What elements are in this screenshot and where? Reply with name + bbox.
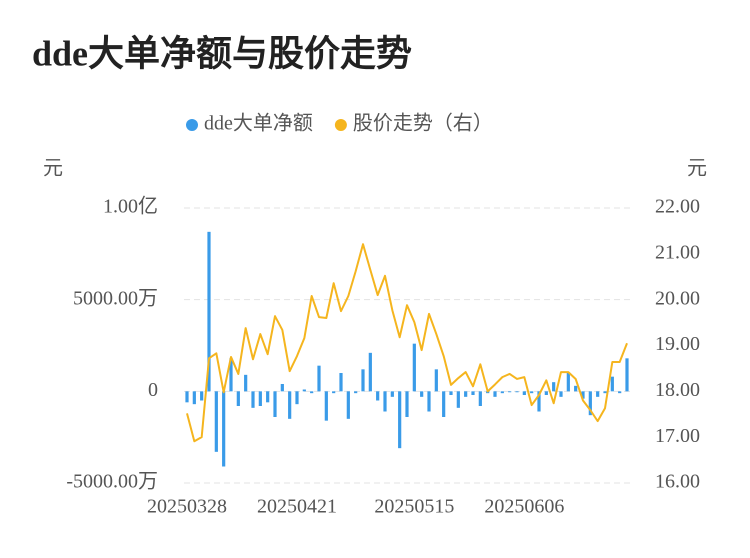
bar: [192, 391, 196, 405]
y2-tick-label: 18.00: [655, 379, 700, 401]
bar: [266, 391, 270, 403]
chart-title: dde大单净额与股价走势: [32, 33, 412, 73]
bar: [603, 391, 607, 394]
bar: [222, 391, 226, 467]
bar: [310, 391, 314, 394]
bar: [456, 391, 460, 408]
bar: [273, 391, 277, 417]
y2-tick-label: 17.00: [655, 425, 700, 447]
bar: [500, 391, 504, 394]
price-line: [186, 243, 628, 443]
bar: [368, 352, 372, 392]
bar: [207, 231, 211, 392]
bar: [596, 391, 600, 397]
y-tick-label: 0: [148, 379, 158, 401]
bar: [317, 365, 321, 392]
x-tick-label: 20250606: [484, 496, 564, 518]
bar: [471, 391, 475, 395]
bar: [332, 391, 336, 394]
x-tick-label: 20250421: [257, 496, 337, 518]
y2-axis-unit: 元: [687, 158, 707, 180]
bar: [229, 358, 233, 392]
bar: [442, 391, 446, 417]
bar: [493, 391, 497, 397]
bar: [559, 391, 563, 397]
bar: [434, 369, 438, 392]
bar: [574, 385, 578, 392]
bar: [625, 358, 629, 392]
bar: [288, 391, 292, 419]
bar: [405, 391, 409, 417]
bar: [427, 391, 431, 412]
bar: [346, 391, 350, 419]
bar: [295, 391, 299, 405]
bar: [420, 391, 424, 397]
bar: [449, 391, 453, 395]
y-axis-unit: 元: [43, 158, 63, 180]
y2-tick-label: 16.00: [655, 471, 700, 493]
y-tick-label: 1.00亿: [103, 195, 158, 218]
x-tick-label: 20250328: [147, 496, 227, 518]
bar: [383, 391, 387, 412]
bar: [244, 374, 248, 392]
x-tick-label: 20250515: [374, 496, 454, 518]
bar: [324, 391, 328, 421]
y2-tick-label: 20.00: [655, 287, 700, 309]
bar: [581, 391, 585, 399]
bar: [508, 391, 512, 393]
bar: [552, 382, 556, 392]
y-tick-label: -5000.00万: [66, 471, 158, 493]
bar: [200, 391, 204, 401]
legend-marker: [186, 119, 198, 131]
bar: [530, 391, 534, 394]
bar: [280, 384, 284, 392]
bar: [251, 391, 255, 408]
legend-label: 股价走势（右）: [353, 112, 493, 135]
bar: [390, 391, 394, 397]
bar: [361, 369, 365, 392]
bar: [478, 391, 482, 406]
y2-tick-label: 22.00: [655, 196, 700, 218]
bar: [398, 391, 402, 449]
y-tick-label: 5000.00万: [73, 287, 158, 309]
bar: [185, 391, 189, 403]
bar: [537, 391, 541, 412]
legend-label: dde大单净额: [204, 112, 313, 135]
bar: [376, 391, 380, 401]
bar: [464, 391, 468, 397]
bar: [258, 391, 262, 406]
bar: [236, 391, 240, 406]
y2-tick-label: 21.00: [655, 241, 700, 263]
bar: [588, 391, 592, 416]
legend-marker: [334, 119, 347, 131]
y2-tick-label: 19.00: [655, 333, 700, 355]
bar: [544, 391, 548, 395]
bar: [339, 373, 343, 392]
bar: [515, 391, 519, 393]
bar: [354, 391, 358, 394]
bar: [618, 391, 622, 394]
bar: [302, 389, 306, 392]
bar: [610, 376, 614, 392]
bar: [522, 391, 526, 395]
bar: [412, 343, 416, 392]
bar: [214, 391, 218, 452]
bar: [566, 373, 570, 392]
